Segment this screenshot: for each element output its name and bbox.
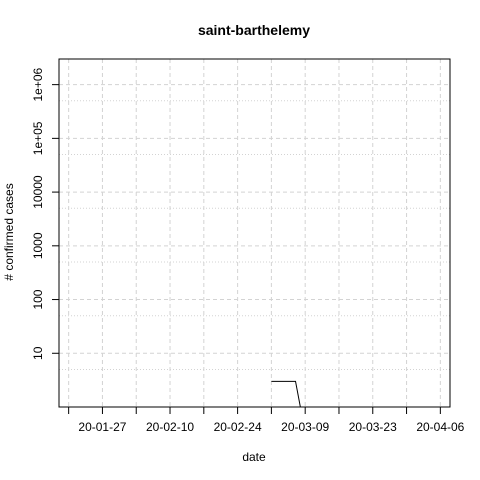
y-tick-label: 100: [31, 289, 45, 309]
x-tick-label: 20-03-09: [281, 420, 329, 434]
x-axis: 20-01-27 20-02-10 20-02-24 20-03-09 20-03-23…: [68, 407, 465, 434]
chart-grid: [59, 59, 450, 407]
y-tick-label: 1e+05: [31, 121, 45, 155]
series-line: [271, 380, 306, 408]
x-tick-label: 20-04-06: [416, 420, 464, 434]
y-tick-label: 10000: [31, 175, 45, 209]
y-axis: 10 100 1000 10000 1e+05 1e+06: [31, 67, 59, 360]
chart-title: saint-barthelemy: [198, 22, 310, 38]
x-axis-label: date: [242, 450, 266, 464]
y-tick-label: 10: [31, 346, 45, 360]
x-tick-label: 20-02-10: [146, 420, 194, 434]
y-axis-label: # confirmed cases: [2, 183, 16, 280]
plot-frame: [58, 58, 451, 408]
x-tick-label: 20-03-23: [349, 420, 397, 434]
chart-series: [271, 380, 306, 408]
x-tick-label: 20-01-27: [78, 420, 126, 434]
y-tick-label: 1e+06: [31, 67, 45, 101]
x-tick-label: 20-02-24: [214, 420, 262, 434]
y-tick-label: 1000: [31, 232, 45, 259]
